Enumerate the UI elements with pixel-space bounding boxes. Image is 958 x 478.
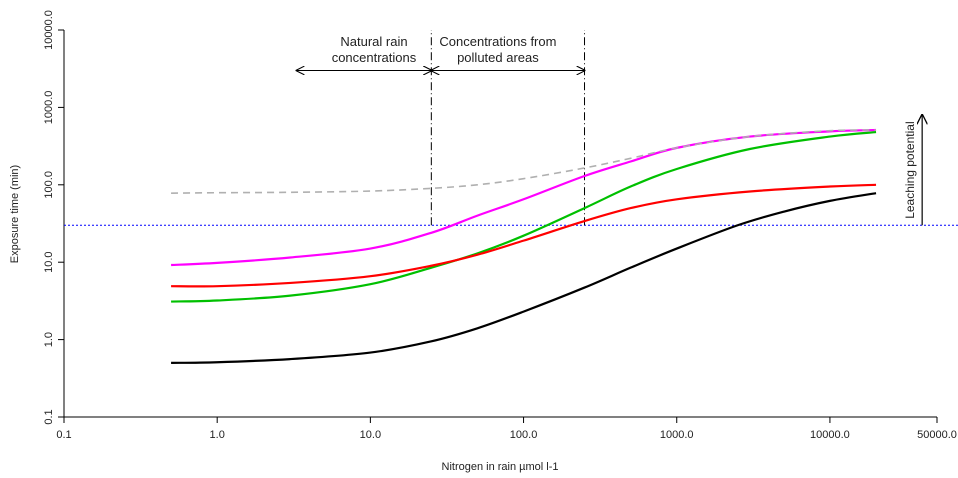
y-tick-label: 0.1 — [43, 409, 55, 424]
y-tick-label: 1.0 — [43, 332, 55, 347]
annotation-text-polluted: polluted areas — [457, 50, 539, 65]
annotation-text-polluted: Concentrations from — [439, 34, 556, 49]
x-tick-label: 0.1 — [56, 429, 71, 441]
x-tick-label: 1000.0 — [660, 429, 694, 441]
y-tick-label: 1000.0 — [43, 91, 55, 125]
series-group — [171, 128, 877, 364]
annotation-text-natural: concentrations — [332, 50, 417, 65]
annotation-text-natural: Natural rain — [340, 34, 407, 49]
x-tick-label: 10.0 — [360, 429, 381, 441]
x-tick-label: 100.0 — [510, 429, 538, 441]
leaching-label: Leaching potential — [903, 121, 917, 218]
x-tick-label: 50000.0 — [917, 429, 957, 441]
x-tick-label: 1.0 — [210, 429, 225, 441]
series-line-4 — [171, 192, 877, 364]
reference-lines — [64, 30, 958, 226]
series-line-3 — [171, 183, 877, 288]
y-axis-label: Exposure time (min) — [9, 165, 21, 263]
x-axis-label: Nitrogen in rain µmol l-1 — [442, 461, 559, 473]
series-line-5 — [171, 129, 877, 194]
x-tick-label: 10000.0 — [810, 429, 850, 441]
y-tick-label: 100.0 — [43, 171, 55, 199]
y-tick-label: 10.0 — [43, 251, 55, 272]
series-line-2 — [171, 130, 877, 303]
axes: 0.1 1.0 10.0 100.0 1000.0 10000.0 50000.0 0.1 1.… — [43, 10, 957, 441]
series-line-1 — [171, 128, 877, 267]
y-tick-label: 10000.0 — [43, 10, 55, 50]
